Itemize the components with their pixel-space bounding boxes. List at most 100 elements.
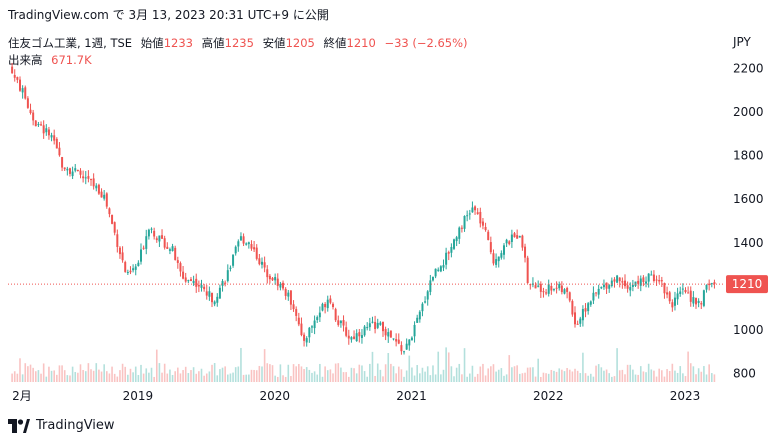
volume-bar	[390, 363, 392, 382]
candle-body	[626, 285, 629, 289]
candle-body	[687, 292, 690, 294]
volume-bar	[95, 363, 98, 382]
volume-bar	[253, 369, 255, 382]
volume-bar	[237, 366, 240, 382]
volume-bar	[429, 375, 432, 382]
candle-body	[266, 269, 269, 278]
volume-bar	[466, 376, 468, 382]
volume-bar	[61, 365, 63, 382]
volume-bar	[679, 366, 682, 382]
volume-bar	[187, 373, 190, 382]
volume-bar	[687, 351, 689, 382]
volume-bar	[229, 373, 232, 382]
volume-bar	[153, 376, 155, 382]
candle-body	[255, 247, 258, 259]
candle-body	[623, 280, 626, 287]
candle-body	[274, 277, 277, 281]
volume-bar	[319, 363, 321, 382]
candle-body	[324, 303, 327, 308]
volume-bar	[226, 374, 229, 382]
candle-body	[545, 292, 548, 294]
candle-body	[502, 245, 505, 255]
candle-body	[121, 252, 124, 261]
volume-bar	[703, 366, 705, 382]
volume-bar	[174, 371, 176, 382]
volume-bar	[250, 369, 253, 382]
volume-bar	[56, 374, 58, 382]
volume-bar	[416, 365, 418, 382]
volume-bar	[524, 372, 526, 382]
volume-bar	[116, 376, 119, 382]
volume-bar	[369, 363, 371, 382]
candle-body	[666, 292, 669, 295]
volume-bar	[597, 364, 600, 382]
footer-brand: TradingView	[36, 418, 115, 433]
volume-bar	[129, 368, 132, 382]
volume-bar	[558, 368, 561, 382]
volume-bar	[363, 371, 366, 382]
volume-bar	[53, 370, 55, 382]
volume-bar	[421, 367, 424, 382]
volume-bar	[145, 368, 148, 382]
volume-bar	[232, 372, 234, 382]
volume-bar	[468, 373, 471, 382]
candle-body	[310, 326, 313, 328]
candle-body	[442, 265, 445, 268]
candle-body	[360, 335, 363, 339]
candle-body	[489, 242, 492, 253]
candle-body	[124, 262, 127, 272]
candle-body	[42, 125, 45, 134]
candle-body	[111, 214, 114, 224]
candle-body	[303, 334, 306, 341]
candle-body	[260, 261, 263, 265]
volume-bar	[13, 371, 16, 382]
volume-bar	[513, 366, 516, 382]
volume-bar	[505, 374, 508, 382]
volume-bar	[392, 366, 395, 382]
volume-bar	[629, 364, 632, 382]
volume-bar	[32, 367, 34, 382]
volume-bar	[426, 366, 429, 382]
volume-bar	[453, 376, 455, 382]
candle-body	[403, 351, 406, 353]
volume-bar	[353, 368, 355, 382]
candle-body	[692, 297, 695, 304]
volume-bar	[497, 369, 500, 382]
candle-body	[16, 77, 19, 80]
candle-body	[495, 259, 498, 265]
candle-body	[305, 338, 308, 343]
volume-legend: 出来高 671.7K	[8, 52, 92, 68]
low-value: 1205	[285, 36, 315, 50]
volume-bar	[600, 367, 603, 382]
volume-bar	[484, 375, 487, 382]
y-tick-label: 1400	[733, 236, 764, 250]
volume-bar	[605, 369, 608, 382]
candle-body	[353, 336, 356, 339]
volume-bar	[77, 372, 79, 382]
footer: TradingView	[8, 418, 115, 433]
candle-body	[32, 112, 35, 121]
x-tick-label: 2022	[533, 389, 564, 403]
volume-bar	[708, 364, 710, 382]
volume-bar	[158, 363, 161, 382]
volume-bar	[276, 376, 279, 382]
change-value: −33 (−2.65%)	[384, 36, 468, 50]
volume-bar	[137, 375, 140, 382]
volume-bar	[203, 375, 205, 382]
low-label: 安値	[262, 36, 286, 50]
candle-body	[458, 227, 461, 239]
volume-bar	[503, 375, 505, 382]
open-label: 始値	[140, 36, 164, 50]
candle-body	[113, 222, 116, 233]
candle-body	[421, 303, 424, 312]
volume-bar	[603, 370, 605, 382]
candle-body	[47, 129, 50, 136]
candle-body	[384, 329, 387, 336]
candle-body	[132, 268, 135, 271]
volume-bar	[655, 376, 658, 382]
volume-bar	[705, 374, 708, 382]
volume-bar	[182, 370, 184, 382]
candle-body	[689, 290, 692, 302]
volume-bar	[647, 363, 650, 382]
